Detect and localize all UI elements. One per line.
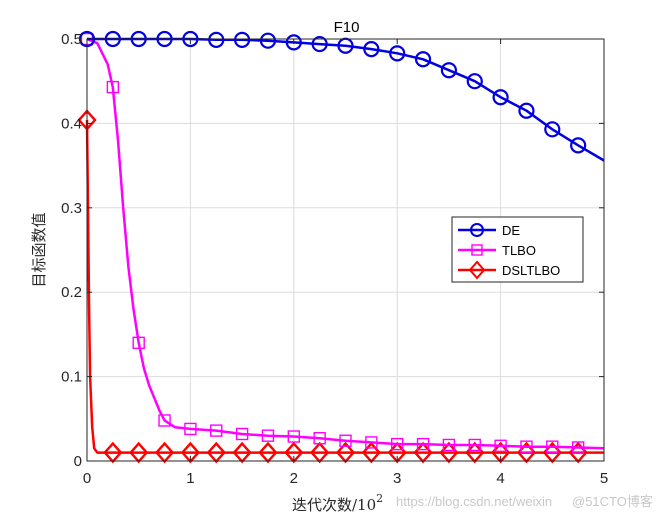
y-tick-label: 0.4 [61,115,82,132]
y-axis-label: 目标函数值 [30,212,48,287]
circle-marker-icon [470,223,484,237]
data-point-marker [520,440,533,453]
legend-item-de: DE [458,223,520,238]
data-point-marker [208,31,225,48]
data-point-marker [287,430,300,443]
data-point-marker [206,441,226,464]
data-point-marker [103,441,123,464]
x-axis-label-text: 迭代次数/10 [292,496,376,514]
data-point-marker [494,439,507,453]
x-axis-label: 迭代次数/102 [292,492,383,514]
legend-item-tlbo: TLBO [458,243,536,258]
data-point-marker [339,434,352,447]
data-point-marker [492,89,509,106]
legend-label: DSLTLBO [502,263,560,278]
y-tick-label: 0.5 [61,31,82,48]
watermark-url: https://blog.csdn.net/weixin [396,494,552,509]
data-point-marker [232,441,252,464]
data-point-marker [261,429,275,442]
y-tick-label: 0.1 [61,369,82,386]
data-point-marker [440,62,457,79]
x-tick-label: 4 [496,470,504,487]
legend: DE TLBO DSLTLBO [451,216,584,283]
data-point-marker [158,414,171,427]
series-line-de [87,37,605,162]
data-point-marker [544,121,561,138]
data-point-marker [571,441,585,454]
chart-title: F10 [334,19,360,36]
data-point-marker [361,441,381,464]
data-point-marker [132,336,145,350]
series-tlbo [80,32,605,454]
data-point-marker [442,438,456,452]
y-tick-label: 0.3 [61,200,82,217]
data-point-marker [518,102,535,119]
data-point-marker [106,80,120,94]
watermark-51cto: @51CTO博客 [572,494,653,509]
data-point-marker [180,441,201,464]
data-point-marker [235,427,249,441]
data-point-marker [210,424,223,437]
data-point-marker [335,441,356,464]
data-point-marker [313,432,326,445]
data-point-marker [416,437,430,451]
axis-ticks: 0 1 2 3 4 5 0 0.1 0.2 0.3 0.4 0.5 [61,31,608,487]
data-point-marker [389,45,406,62]
series-de [78,30,605,162]
data-point-marker [546,440,559,453]
series-line-tlbo [86,37,605,450]
data-point-marker [129,441,149,464]
x-tick-label: 5 [600,470,608,487]
data-point-marker [284,441,304,464]
data-point-marker [234,31,251,48]
series-group [77,30,605,464]
axes-box [86,38,605,462]
legend-label: DE [502,223,520,238]
x-axis-label-exponent: 2 [376,492,383,505]
series-line-dsltlbo [85,119,604,454]
data-point-marker [363,41,380,58]
data-point-marker [391,437,404,451]
data-point-marker [259,32,277,49]
data-point-marker [154,441,175,464]
square-marker-icon [471,244,483,256]
x-tick-label: 2 [290,470,298,487]
data-point-marker [285,34,302,51]
x-tick-label: 3 [393,470,401,487]
data-point-marker [310,441,330,464]
legend-label: TLBO [502,243,536,258]
data-point-marker [414,51,432,68]
data-point-marker [570,137,587,154]
data-point-marker [365,436,378,449]
x-tick-label: 0 [83,470,91,487]
legend-item-dsltlbo: DSLTLBO [458,260,560,280]
data-point-marker [184,422,197,436]
x-tick-label: 1 [186,470,194,487]
diamond-marker-icon [468,260,486,280]
y-tick-label: 0 [74,453,82,470]
data-point-marker [258,441,278,464]
data-point-marker [466,73,483,90]
data-point-marker [311,35,328,53]
y-tick-label: 0.2 [61,284,82,301]
data-point-marker [468,438,481,452]
